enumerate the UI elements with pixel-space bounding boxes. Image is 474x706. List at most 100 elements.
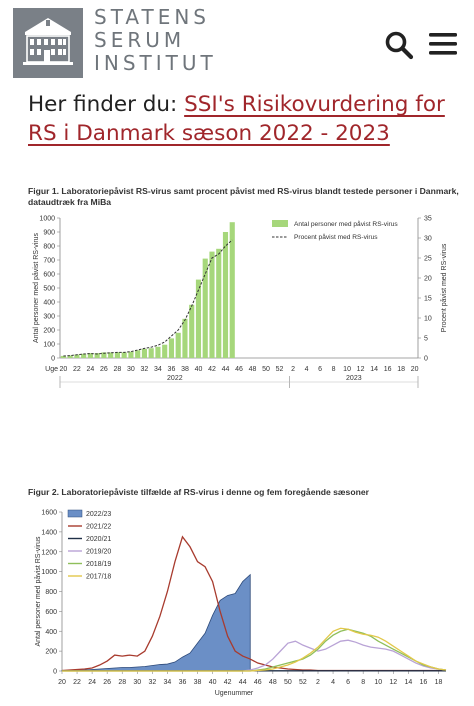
bar [87, 353, 93, 358]
x-tick-label: 50 [262, 366, 270, 373]
bar [74, 354, 80, 358]
x-tick-label: 24 [86, 366, 94, 373]
bar [222, 232, 229, 358]
y-tick-label: 1200 [41, 549, 57, 556]
logo-wordmark: STATENS SERUM INSTITUT [94, 6, 217, 75]
building-logo-icon [13, 8, 83, 78]
x-tick-label: 36 [179, 679, 187, 686]
legend-label: 2022/23 [86, 511, 111, 518]
bar [229, 222, 235, 358]
bar [202, 258, 208, 358]
y2-tick-label: 30 [424, 236, 432, 243]
logo-line-1: STATENS [94, 5, 210, 29]
x-tick-label: 32 [148, 679, 156, 686]
x-tick-label: 38 [194, 679, 202, 686]
x-tick-label: 40 [195, 366, 203, 373]
bar [195, 279, 202, 358]
y-tick-label: 1400 [41, 529, 57, 536]
x-tick-label: 16 [384, 366, 392, 373]
y2-tick-label: 35 [424, 216, 432, 223]
y2-tick-label: 15 [424, 296, 432, 303]
y-tick-label: 800 [45, 589, 57, 596]
site-header: STATENS SERUM INSTITUT [0, 0, 474, 88]
legend-label-line: Procent påvist med RS-virus [294, 233, 378, 241]
y-tick-label: 600 [43, 272, 55, 279]
season-line [62, 627, 447, 672]
x-tick-label: 24 [88, 679, 96, 686]
x-tick-label: 48 [249, 366, 257, 373]
legend-label: 2017/18 [86, 574, 111, 581]
x-tick-label: 16 [420, 679, 428, 686]
menu-button[interactable] [428, 30, 458, 58]
figure2-caption: Figur 2. Laboratoriepåviste tilfælde af … [28, 487, 369, 497]
headline-prefix: Her finder du: [28, 92, 185, 117]
bar [67, 355, 73, 358]
y2-tick-label: 5 [424, 336, 428, 343]
y2-tick-label: 20 [424, 276, 432, 283]
y-tick-label: 100 [43, 342, 55, 349]
bar [189, 304, 195, 358]
x-tick-label: 10 [374, 679, 382, 686]
figure1-chart: 0 100 200 300 400 500 600 700 800 900 1000 0 5 10 15 20… [32, 216, 448, 388]
x-tick-label: 32 [141, 366, 149, 373]
y2-axis-label: Procent påvist med RS-virus [440, 243, 448, 332]
x-tick-label: 4 [305, 366, 309, 373]
bar [101, 352, 107, 358]
x-tick-label: 52 [299, 679, 307, 686]
bar [128, 351, 134, 358]
bar [175, 332, 181, 358]
x-tick-label: 12 [389, 679, 397, 686]
bar [135, 350, 141, 358]
page-headline: Her finder du: SSI's Risikovurdering for… [28, 90, 468, 148]
y-tick-label: 200 [43, 328, 55, 335]
x-tick-label: 8 [361, 679, 365, 686]
bar [121, 352, 127, 358]
y-tick-label: 900 [43, 230, 55, 237]
ssi-logo[interactable] [13, 8, 83, 78]
x-tick-label: 22 [73, 366, 81, 373]
x-tick-label: 14 [370, 366, 378, 373]
x-tick-label: 34 [164, 679, 172, 686]
x-tick-label: 50 [284, 679, 292, 686]
y-tick-label: 0 [51, 356, 55, 363]
x-tick-label: 48 [269, 679, 277, 686]
x-tick-label: 40 [209, 679, 217, 686]
risk-assessment-link[interactable]: SSI's Risikovurdering for RS i Danmark s… [28, 92, 445, 146]
bar [141, 348, 148, 358]
bar [182, 318, 188, 358]
logo-line-3: INSTITUT [94, 51, 217, 75]
x-tick-label: 2 [291, 366, 295, 373]
x-tick-label: 10 [343, 366, 351, 373]
x-tick-label: 18 [397, 366, 405, 373]
bar [108, 352, 114, 358]
y-tick-label: 1000 [41, 569, 57, 576]
y-tick-label: 400 [45, 629, 57, 636]
x-tick-label: 14 [404, 679, 412, 686]
bar [81, 353, 87, 358]
y-axis-label: Antal personer med påvist RS-virus [32, 232, 40, 343]
x-tick-label: 26 [103, 679, 111, 686]
bar [94, 353, 100, 358]
y-tick-label: 1600 [41, 510, 57, 517]
y-tick-label: 300 [43, 314, 55, 321]
area-2022-23 [61, 573, 251, 672]
y-tick-label: 1000 [39, 216, 55, 223]
y-tick-label: 500 [43, 286, 55, 293]
x-tick-label: 28 [114, 366, 122, 373]
search-button[interactable] [384, 30, 414, 60]
x-tick-label: 36 [168, 366, 176, 373]
y2-tick-label: 10 [424, 316, 432, 323]
y2-tick-label: 0 [424, 356, 428, 363]
x-tick-label: 30 [133, 679, 141, 686]
x-tick-label: 20 [58, 679, 66, 686]
x-tick-label: 26 [100, 366, 108, 373]
legend-swatch-bar [272, 220, 288, 227]
year-label-2022: 2022 [167, 375, 183, 382]
y-tick-label: 200 [45, 649, 57, 656]
bar [168, 338, 175, 358]
y-tick-label: 400 [43, 300, 55, 307]
x-tick-label: 46 [254, 679, 262, 686]
x-tick-label: 20 [59, 366, 67, 373]
y-tick-label: 0 [53, 669, 57, 676]
